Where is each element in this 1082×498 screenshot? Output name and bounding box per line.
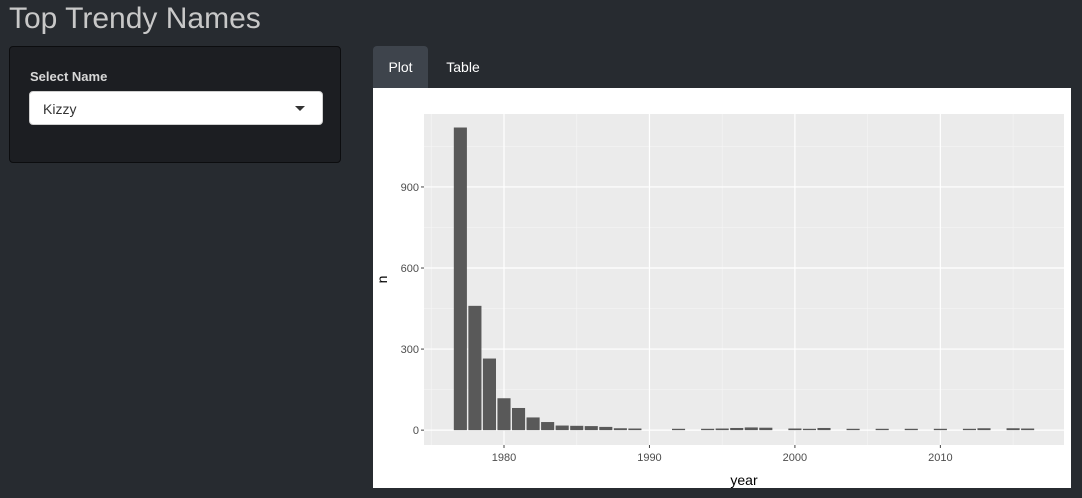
bar-1984 <box>555 425 569 431</box>
bar-1983 <box>541 422 555 431</box>
bar-1981 <box>512 407 526 431</box>
y-tick-label: 900 <box>401 182 419 194</box>
app-title: Top Trendy Names <box>9 2 261 35</box>
bar-1978 <box>468 305 482 431</box>
bar-1977 <box>453 127 467 431</box>
bar-1980 <box>497 398 511 431</box>
y-tick-label: 600 <box>401 263 419 275</box>
bar-2015 <box>1006 428 1020 431</box>
name-select-dropdown[interactable]: Kizzy <box>29 91 323 125</box>
bar-1986 <box>584 426 598 431</box>
bar-chart: 0 300 600 900 1980 1990 2000 2010 year n <box>374 114 1064 488</box>
x-tick-label: 1980 <box>492 452 516 464</box>
bar-1987 <box>599 426 613 431</box>
y-tick-label: 300 <box>401 344 419 356</box>
caret-down-icon <box>295 106 305 111</box>
bar-2004 <box>846 428 860 431</box>
plot-panel: 0 300 600 900 1980 1990 2000 2010 year n <box>373 88 1071 488</box>
y-tick-label: 0 <box>413 425 419 437</box>
x-tick-label: 2010 <box>928 452 952 464</box>
bar-1994 <box>701 428 715 431</box>
bar-2010 <box>933 428 947 431</box>
bar-2008 <box>904 428 918 431</box>
bar-1982 <box>526 417 540 431</box>
bar-2006 <box>875 428 889 431</box>
plot-background <box>424 114 1064 445</box>
bar-1979 <box>482 358 496 431</box>
x-axis-title: year <box>730 472 758 488</box>
select-name-label: Select Name <box>30 69 108 84</box>
bar-2002 <box>817 427 831 431</box>
tab-plot[interactable]: Plot <box>373 46 428 88</box>
bar-2001 <box>802 428 816 431</box>
bar-1995 <box>715 428 729 431</box>
x-tick-label: 1990 <box>637 452 661 464</box>
bar-2013 <box>977 428 991 431</box>
x-tick-label: 2000 <box>783 452 807 464</box>
bar-1992 <box>672 428 686 431</box>
tab-table[interactable]: Table <box>446 59 480 75</box>
bar-1989 <box>628 428 642 431</box>
bar-1988 <box>613 428 627 431</box>
sidebar-panel: Select Name Kizzy <box>9 46 341 163</box>
bar-1998 <box>759 427 773 431</box>
bar-1985 <box>570 425 584 431</box>
select-value: Kizzy <box>43 101 77 117</box>
bar-1996 <box>730 427 744 431</box>
bar-2016 <box>1021 428 1035 431</box>
y-axis-title: n <box>374 276 390 284</box>
bar-2000 <box>788 428 802 431</box>
bar-2012 <box>962 428 976 431</box>
bar-1997 <box>744 427 758 431</box>
